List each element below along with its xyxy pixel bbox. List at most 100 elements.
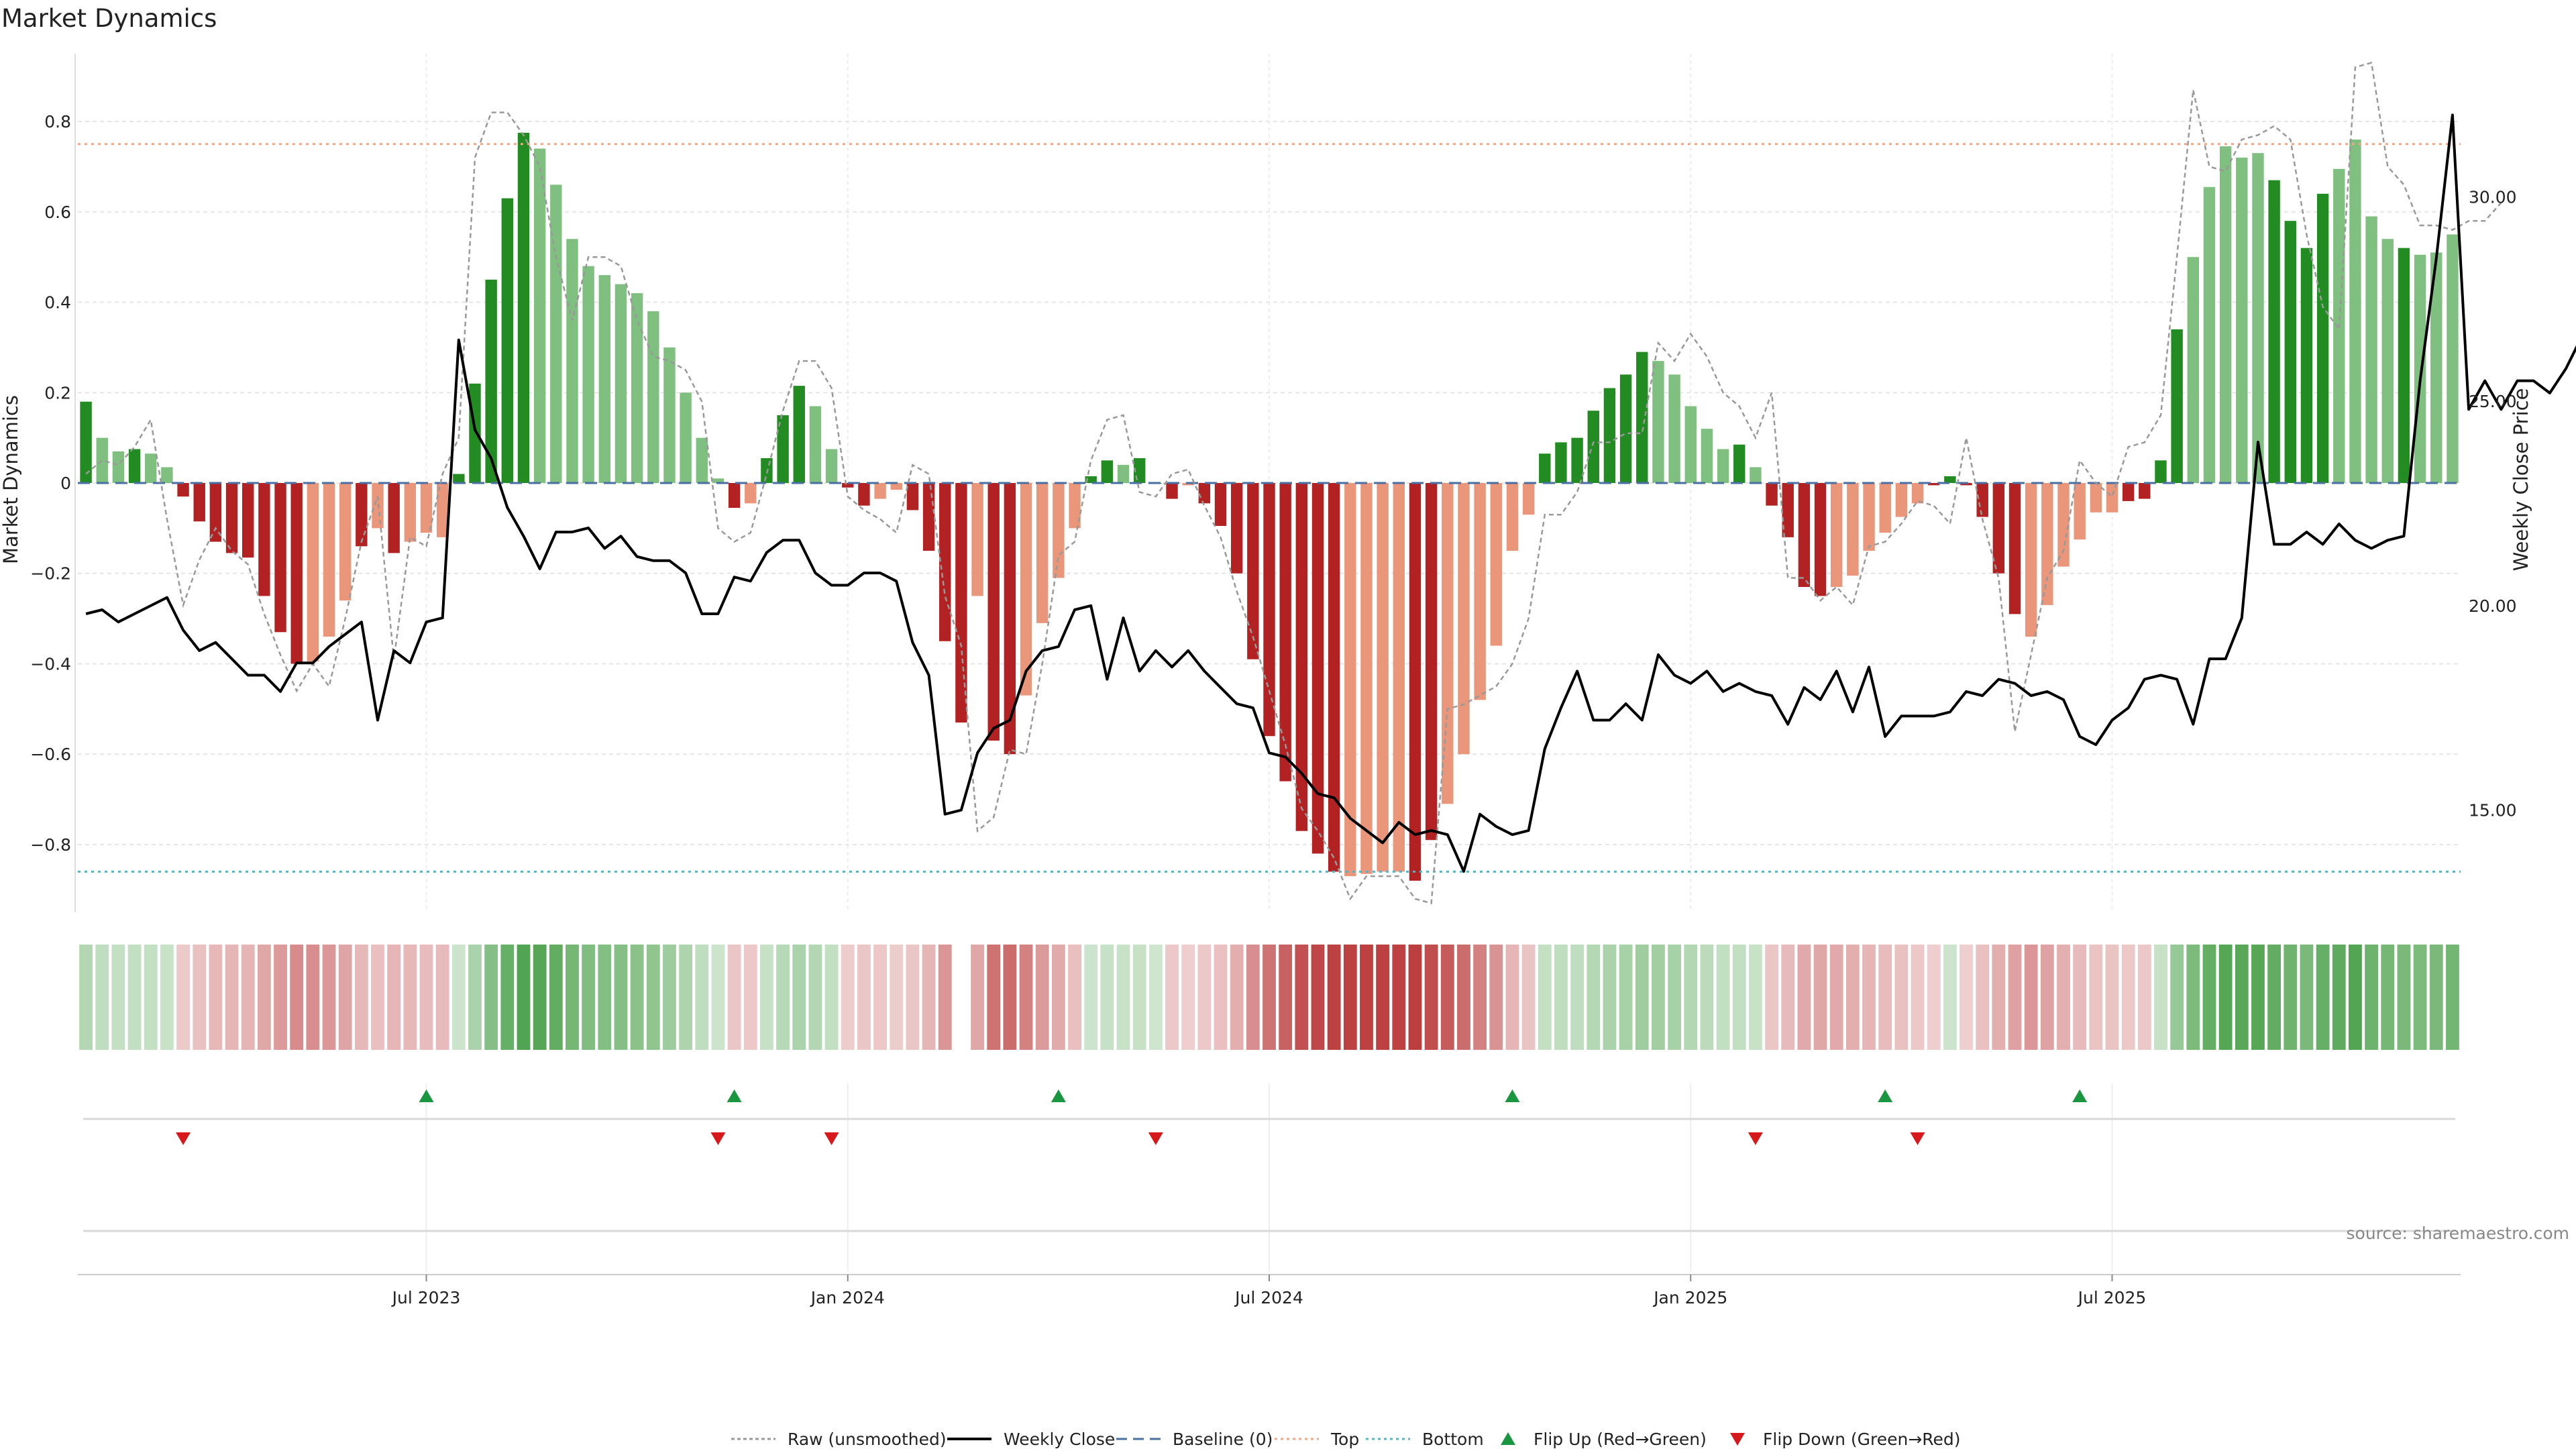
- momentum-bar-69: [1198, 483, 1211, 504]
- momentum-bar-11: [258, 483, 270, 596]
- heat-cell-132: [2218, 945, 2233, 1050]
- heat-cell-84: [1440, 945, 1454, 1050]
- momentum-bar-14: [307, 483, 319, 662]
- momentum-bar-2: [112, 451, 125, 483]
- momentum-bar-59: [1036, 483, 1049, 623]
- heat-cell-80: [1376, 945, 1390, 1050]
- momentum-bar-114: [1927, 483, 1940, 486]
- heat-cell-102: [1732, 945, 1746, 1050]
- heat-cell-57: [1003, 945, 1017, 1050]
- momentum-bar-53: [939, 483, 951, 641]
- momentum-bar-1: [96, 437, 108, 483]
- heat-cell-17: [354, 945, 368, 1050]
- close-line-layer: [85, 113, 2576, 873]
- heat-cell-92: [1570, 945, 1585, 1050]
- legend-swatch-flip-down: [1730, 1433, 1745, 1446]
- heat-cell-65: [1132, 945, 1146, 1050]
- flip-down-marker-5: [1910, 1132, 1925, 1145]
- momentum-bar-72: [1247, 483, 1259, 659]
- flip-markers-panel: [83, 1083, 2455, 1191]
- x-tick-label-1: Jan 2024: [810, 1288, 885, 1307]
- heat-cell-33: [614, 945, 628, 1050]
- momentum-bar-31: [582, 266, 594, 483]
- heat-cell-93: [1587, 945, 1601, 1050]
- legend-label-bottom: Bottom: [1422, 1430, 1484, 1449]
- flip-up-marker-1: [727, 1089, 742, 1102]
- momentum-bar-92: [1571, 437, 1583, 483]
- heat-cell-40: [727, 945, 741, 1050]
- momentum-bar-95: [1619, 374, 1632, 483]
- x-tick-label-4: Jul 2025: [2077, 1288, 2147, 1307]
- heat-cell-51: [906, 945, 920, 1050]
- momentum-bar-28: [533, 148, 546, 483]
- x-tick-label-3: Jan 2025: [1652, 1288, 1727, 1307]
- momentum-bar-106: [1798, 483, 1811, 587]
- momentum-bar-20: [404, 483, 417, 542]
- momentum-bar-41: [745, 483, 757, 504]
- heat-cell-42: [760, 945, 773, 1050]
- momentum-bar-129: [2171, 329, 2183, 483]
- heat-cell-25: [484, 945, 498, 1050]
- momentum-bar-85: [1458, 483, 1470, 755]
- heat-cell-104: [1765, 945, 1778, 1050]
- flip-down-marker-2: [824, 1132, 839, 1145]
- legend-label-top: Top: [1330, 1430, 1359, 1449]
- heat-cell-130: [2186, 945, 2200, 1050]
- y-tick-left-1: 0.6: [44, 203, 71, 222]
- momentum-bar-112: [1895, 483, 1908, 517]
- heat-cell-20: [403, 945, 417, 1050]
- heat-cell-30: [566, 945, 579, 1050]
- heat-cell-62: [1084, 945, 1098, 1050]
- heat-cell-63: [1100, 945, 1114, 1050]
- heat-cell-129: [2170, 945, 2184, 1050]
- heat-cell-98: [1668, 945, 1681, 1050]
- flip-up-marker-5: [2072, 1089, 2088, 1102]
- momentum-bar-52: [922, 483, 935, 551]
- legend-label-baseline: Baseline (0): [1173, 1430, 1273, 1449]
- momentum-bar-87: [1490, 483, 1502, 646]
- heat-cell-113: [1911, 945, 1925, 1050]
- y-tick-right-3: 15.00: [2469, 801, 2517, 820]
- heat-cell-138: [2316, 945, 2330, 1050]
- legend-label-close: Weekly Close: [1004, 1430, 1115, 1449]
- momentum-bar-67: [1166, 483, 1178, 499]
- momentum-bar-38: [696, 437, 708, 483]
- momentum-bar-84: [1442, 483, 1454, 804]
- heat-cell-47: [841, 945, 855, 1050]
- momentum-bar-81: [1393, 483, 1405, 872]
- heat-cell-85: [1457, 945, 1470, 1050]
- momentum-bar-83: [1425, 483, 1438, 841]
- momentum-bar-40: [728, 483, 741, 508]
- momentum-bar-121: [2041, 483, 2053, 605]
- momentum-bar-21: [420, 483, 433, 533]
- reference-lines: [78, 143, 2461, 873]
- x-tick-label-2: Jul 2024: [1234, 1288, 1303, 1307]
- momentum-bar-142: [2381, 239, 2394, 483]
- flip-up-marker-3: [1505, 1089, 1520, 1102]
- momentum-bar-111: [1879, 483, 1891, 533]
- heat-cell-119: [2008, 945, 2022, 1050]
- heat-cell-38: [695, 945, 709, 1050]
- heat-cell-21: [419, 945, 433, 1050]
- momentum-bar-44: [793, 386, 805, 483]
- heat-cell-68: [1181, 945, 1195, 1050]
- heat-cell-108: [1829, 945, 1843, 1050]
- momentum-bar-12: [274, 483, 286, 633]
- momentum-bar-119: [2008, 483, 2021, 614]
- heat-cell-83: [1424, 945, 1438, 1050]
- heat-cell-94: [1603, 945, 1617, 1050]
- heat-cell-34: [630, 945, 644, 1050]
- heat-cell-103: [1748, 945, 1762, 1050]
- heat-cell-143: [2397, 945, 2411, 1050]
- momentum-bar-144: [2414, 254, 2426, 483]
- momentum-bar-32: [598, 275, 611, 483]
- momentum-bar-3: [128, 449, 141, 483]
- heat-cell-28: [533, 945, 547, 1050]
- momentum-bar-126: [2122, 483, 2135, 501]
- heat-cell-131: [2202, 945, 2216, 1050]
- heat-cell-82: [1408, 945, 1422, 1050]
- heat-cell-144: [2413, 945, 2427, 1050]
- momentum-bar-61: [1069, 483, 1081, 529]
- heat-cell-111: [1878, 945, 1892, 1050]
- heat-cell-128: [2154, 945, 2167, 1050]
